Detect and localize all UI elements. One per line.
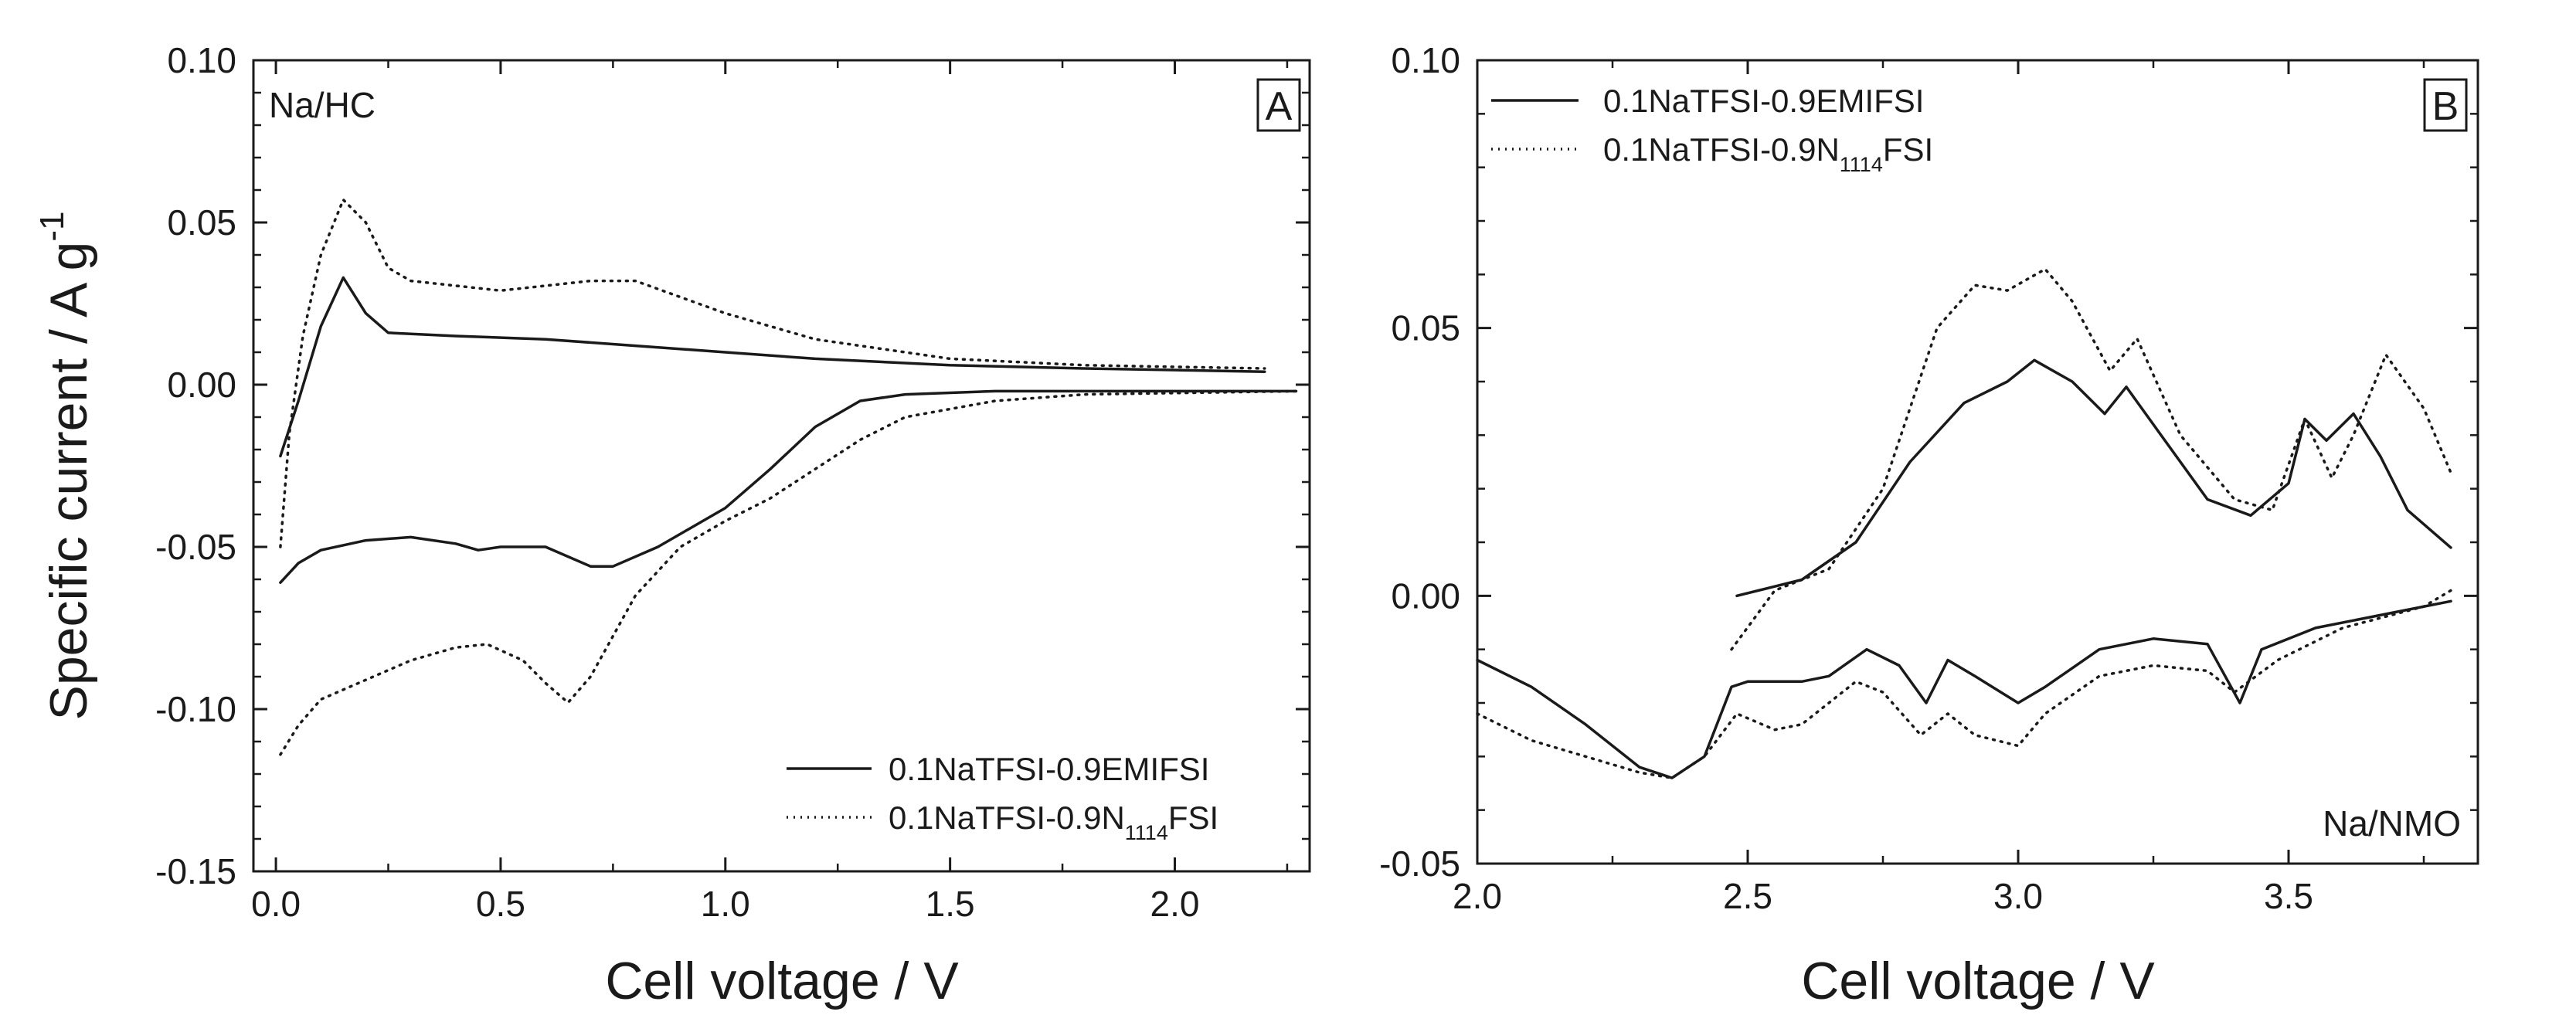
y-axis-title-exponent: -1 bbox=[33, 212, 71, 242]
panel-a-ticks bbox=[253, 59, 1310, 873]
legend-a-dotted-label: 0.1NaTFSI-0.9N1114FSI bbox=[889, 799, 1218, 844]
x-tick-label: 0.0 bbox=[251, 884, 301, 924]
panel-b-solid-series-upper bbox=[1735, 358, 2452, 598]
panel-b-series bbox=[1476, 267, 2452, 779]
x-tick-label: 0.5 bbox=[476, 884, 525, 924]
panel-b-dotted-series-upper bbox=[1730, 267, 2452, 651]
panel-b-legend: 0.1NaTFSI-0.9EMIFSI 0.1NaTFSI-0.9N1114FS… bbox=[1491, 83, 1933, 176]
panel-b-letter-box bbox=[2423, 78, 2468, 132]
legend-b-dotted-main: 0.1NaTFSI-0.9N bbox=[1603, 131, 1840, 168]
panel-b-tick-labels: 2.0 2.5 3.0 3.5 -0.05 0.00 0.05 0.10 bbox=[1379, 40, 2313, 916]
y-tick-label: -0.10 bbox=[155, 689, 236, 729]
panel-b-corner-label: Na/NMO bbox=[2323, 803, 2461, 844]
legend-b-solid-label: 0.1NaTFSI-0.9EMIFSI bbox=[1603, 83, 1924, 119]
x-tick-label: 3.5 bbox=[2264, 876, 2313, 916]
y-axis-title-main: Specific current / A g bbox=[39, 242, 98, 721]
x-tick-label: 2.5 bbox=[1723, 876, 1772, 916]
panel-a-y-axis-title: Specific current / A g-1 bbox=[33, 212, 98, 721]
panel-a-dotted-series-upper bbox=[279, 198, 1266, 548]
panel-b-ticks bbox=[1476, 59, 2478, 865]
panel-a-letter-box bbox=[1256, 78, 1301, 132]
panel-b-letter: B bbox=[2432, 84, 2459, 129]
panel-b: 2.0 2.5 3.0 3.5 -0.05 0.00 0.05 0.10 Na/NMO B C… bbox=[1379, 40, 2479, 1010]
panel-a-dotted-series-lower bbox=[279, 389, 1298, 756]
y-tick-label: 0.10 bbox=[1391, 40, 1460, 80]
legend-b-dotted-tail: FSI bbox=[1883, 131, 1933, 168]
panel-a-letter: A bbox=[1266, 84, 1293, 129]
panel-a-corner-label: Na/HC bbox=[269, 85, 376, 125]
legend-b-dotted-subscript: 1114 bbox=[1840, 153, 1883, 176]
panel-a-legend: 0.1NaTFSI-0.9EMIFSI 0.1NaTFSI-0.9N1114FS… bbox=[787, 751, 1218, 844]
y-tick-label: 0.05 bbox=[1391, 308, 1460, 348]
panel-a-solid-series-upper bbox=[279, 276, 1266, 458]
panel-a-tick-labels: 0.0 0.5 1.0 1.5 2.0 -0.15 -0.10 -0.05 0.00 0.05 0.… bbox=[155, 40, 1199, 924]
legend-b-dotted-label: 0.1NaTFSI-0.9N1114FSI bbox=[1603, 131, 1933, 176]
panel-a-frame bbox=[252, 59, 1311, 873]
x-tick-label: 2.0 bbox=[1453, 876, 1502, 916]
panel-a-series bbox=[279, 198, 1298, 756]
y-tick-label: -0.05 bbox=[155, 527, 236, 567]
panel-b-frame bbox=[1476, 59, 2479, 865]
legend-a-dotted-subscript: 1114 bbox=[1125, 821, 1168, 844]
panel-b-x-axis-title: Cell voltage / V bbox=[1801, 952, 2155, 1010]
panel-a-x-axis-title: Cell voltage / V bbox=[605, 952, 959, 1010]
y-tick-label: 0.00 bbox=[167, 365, 236, 405]
x-tick-label: 1.0 bbox=[701, 884, 750, 924]
x-tick-label: 2.0 bbox=[1150, 884, 1200, 924]
y-tick-label: 0.05 bbox=[167, 202, 236, 243]
panel-a-solid-series-lower bbox=[279, 389, 1298, 584]
x-tick-label: 1.5 bbox=[926, 884, 975, 924]
legend-a-dotted-main: 0.1NaTFSI-0.9N bbox=[889, 799, 1125, 836]
legend-a-dotted-tail: FSI bbox=[1168, 799, 1218, 836]
panel-a: 0.0 0.5 1.0 1.5 2.0 -0.15 -0.10 -0.05 0.00 0.05 0.… bbox=[33, 40, 1311, 1010]
x-tick-label: 3.0 bbox=[1993, 876, 2043, 916]
y-tick-label: -0.05 bbox=[1379, 844, 1460, 884]
legend-a-solid-label: 0.1NaTFSI-0.9EMIFSI bbox=[889, 751, 1209, 787]
y-tick-label: 0.00 bbox=[1391, 575, 1460, 616]
y-tick-label: 0.10 bbox=[167, 40, 236, 80]
y-tick-label: -0.15 bbox=[155, 851, 236, 891]
panel-b-solid-series-lower bbox=[1476, 599, 2452, 779]
panel-b-dotted-series-lower bbox=[1476, 589, 2452, 779]
